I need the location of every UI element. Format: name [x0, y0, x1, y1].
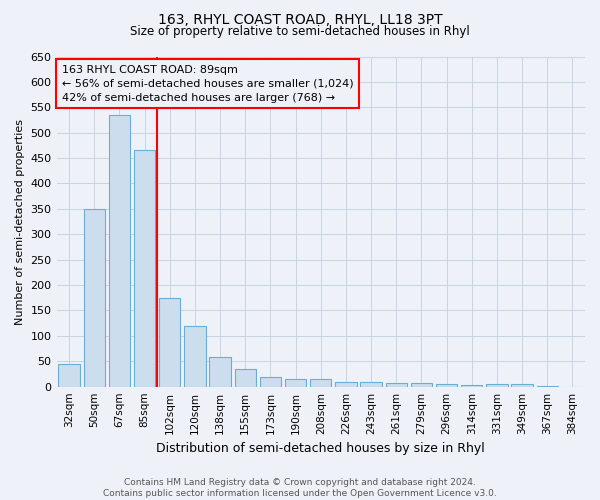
Text: 163 RHYL COAST ROAD: 89sqm
← 56% of semi-detached houses are smaller (1,024)
42%: 163 RHYL COAST ROAD: 89sqm ← 56% of semi… — [62, 65, 353, 103]
Bar — [159, 298, 181, 386]
Text: 163, RHYL COAST ROAD, RHYL, LL18 3PT: 163, RHYL COAST ROAD, RHYL, LL18 3PT — [158, 12, 442, 26]
Bar — [486, 384, 508, 386]
Bar — [411, 383, 432, 386]
Bar — [109, 115, 130, 386]
Bar — [58, 364, 80, 386]
Bar — [134, 150, 155, 386]
Bar — [386, 382, 407, 386]
Bar — [511, 384, 533, 386]
Bar — [461, 385, 482, 386]
X-axis label: Distribution of semi-detached houses by size in Rhyl: Distribution of semi-detached houses by … — [157, 442, 485, 455]
Bar — [260, 376, 281, 386]
Text: Contains HM Land Registry data © Crown copyright and database right 2024.
Contai: Contains HM Land Registry data © Crown c… — [103, 478, 497, 498]
Y-axis label: Number of semi-detached properties: Number of semi-detached properties — [15, 118, 25, 324]
Bar — [436, 384, 457, 386]
Bar — [184, 326, 206, 386]
Bar — [209, 357, 231, 386]
Bar — [361, 382, 382, 386]
Bar — [310, 379, 331, 386]
Text: Size of property relative to semi-detached houses in Rhyl: Size of property relative to semi-detach… — [130, 25, 470, 38]
Bar — [83, 209, 105, 386]
Bar — [335, 382, 356, 386]
Bar — [285, 379, 307, 386]
Bar — [235, 369, 256, 386]
